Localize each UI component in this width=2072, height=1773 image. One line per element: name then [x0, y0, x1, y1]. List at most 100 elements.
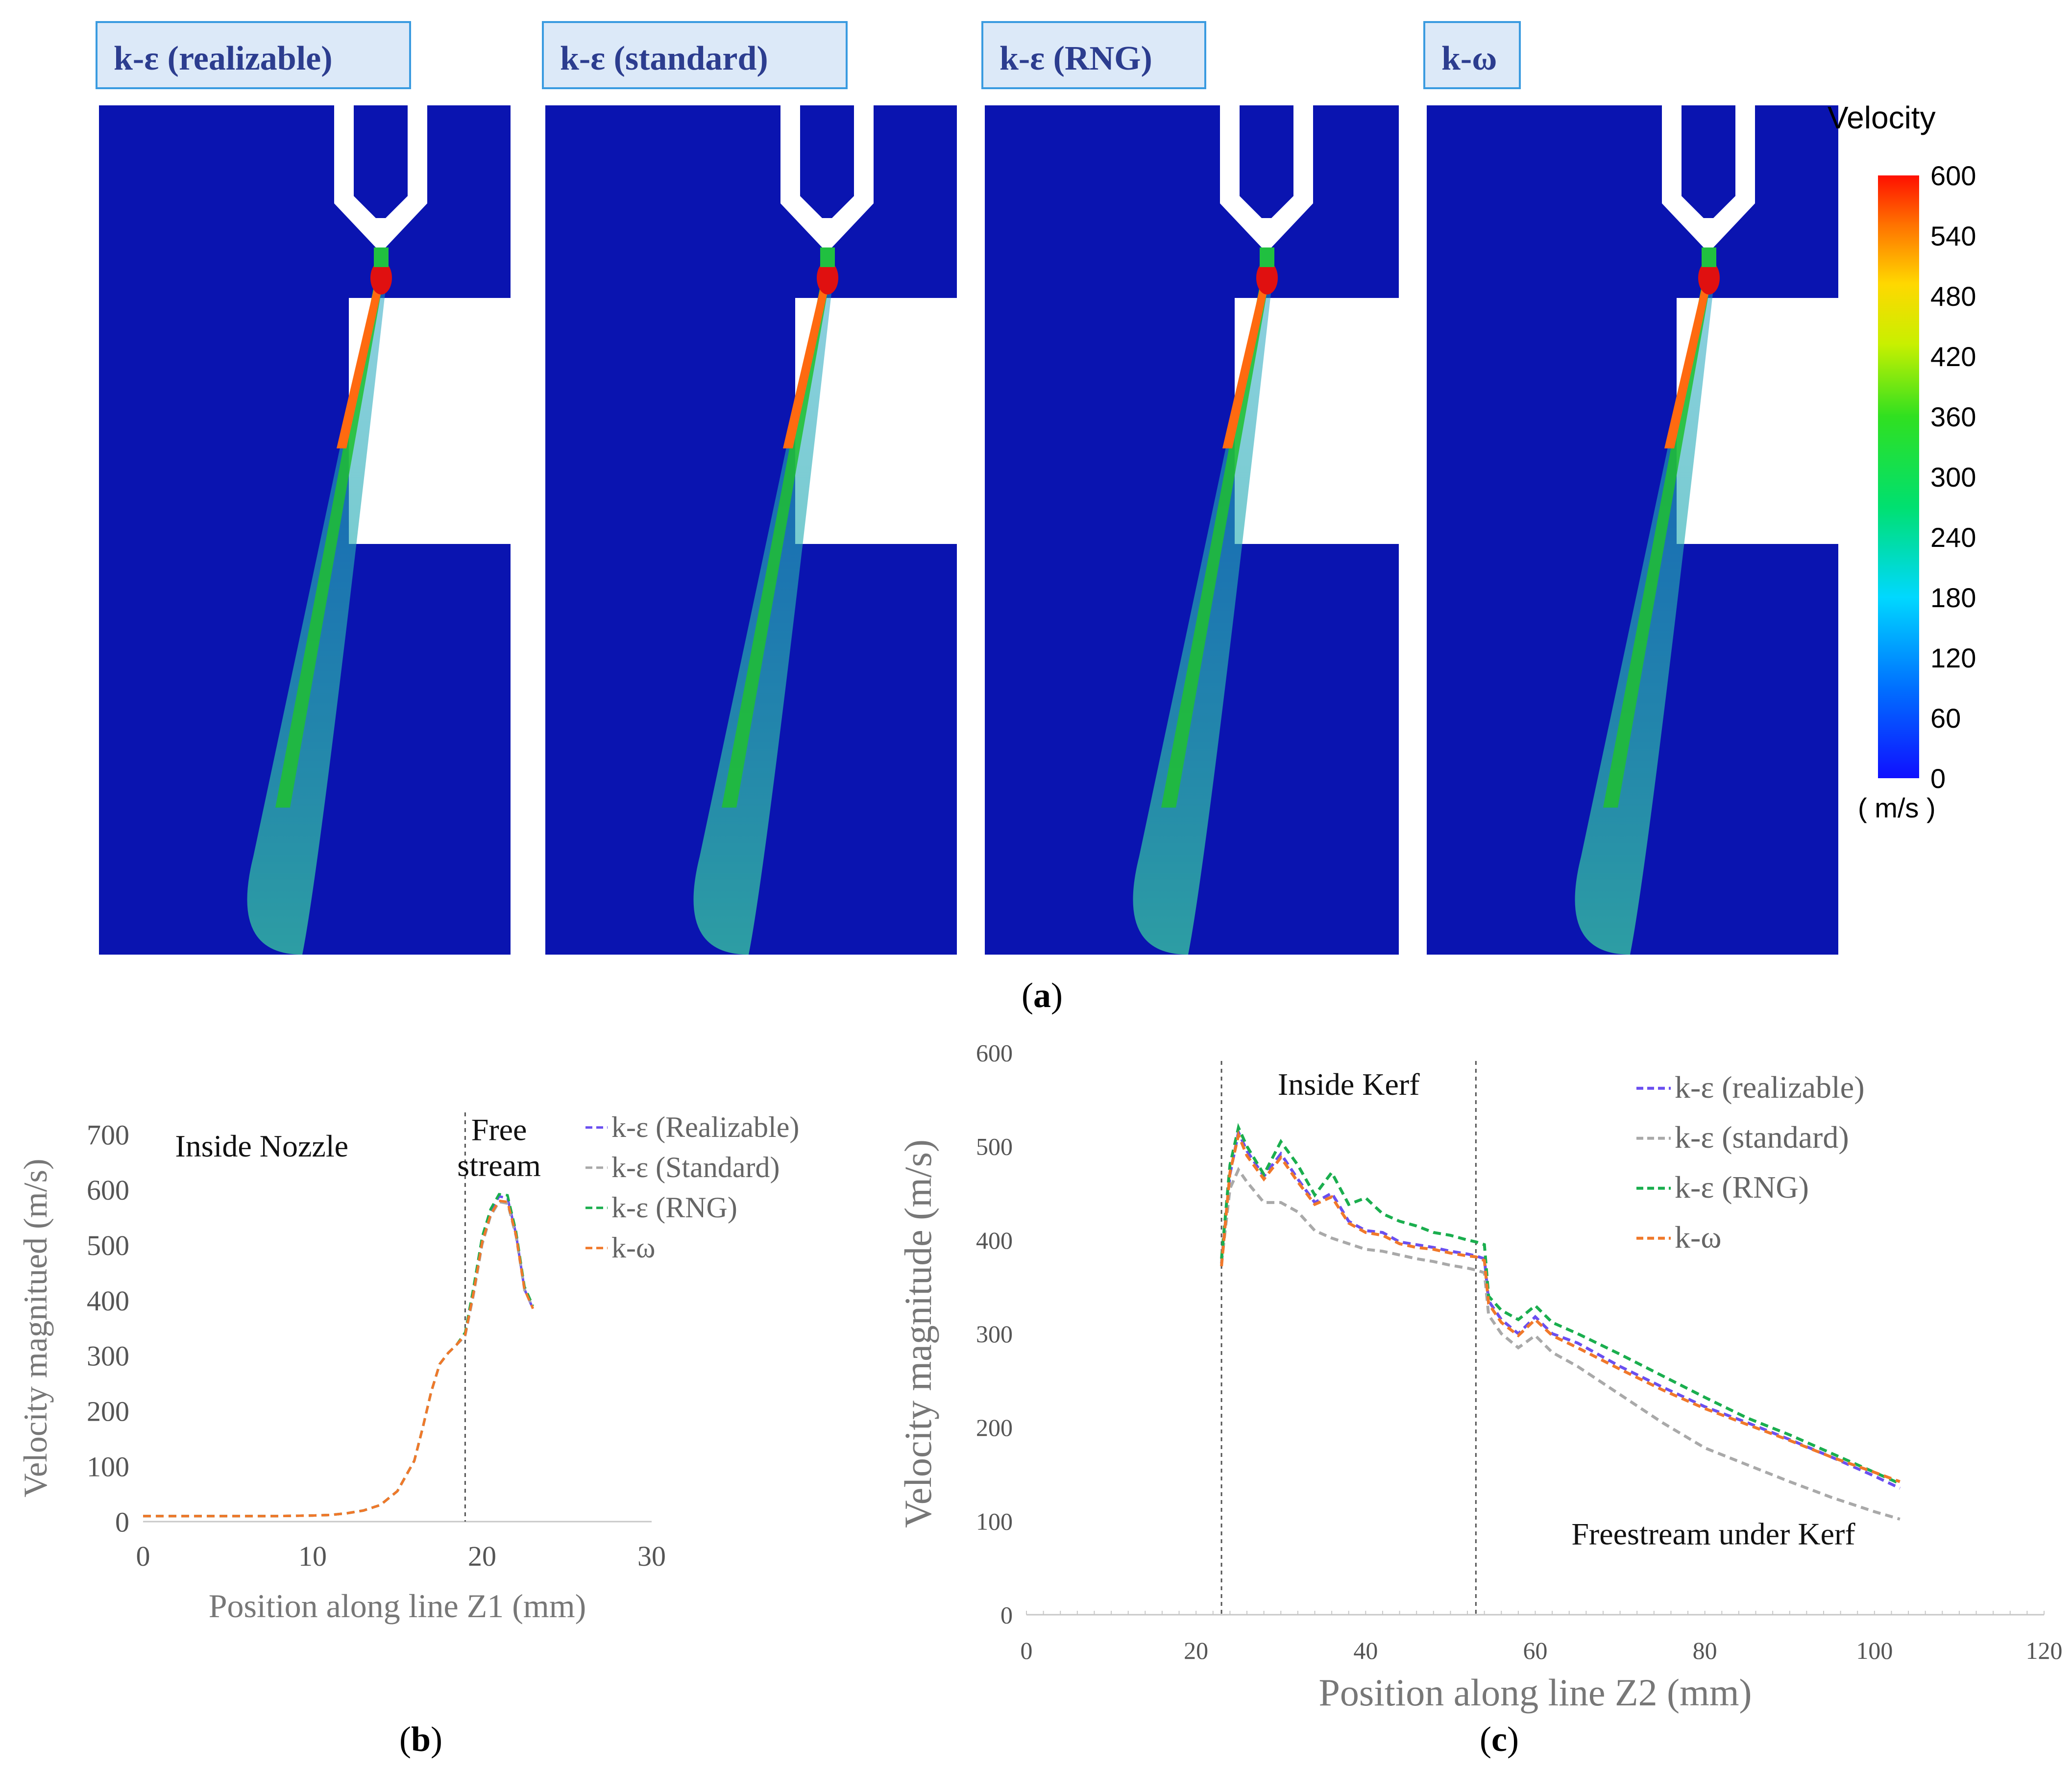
y-tick-label: 100 — [87, 1451, 129, 1482]
colorbar-tick-label: 300 — [1930, 462, 1976, 492]
contour-panel: k-ε (standard) — [542, 21, 957, 955]
y-tick-label: 300 — [87, 1340, 129, 1372]
colorbar-tick-label: 120 — [1930, 642, 1976, 673]
chart-annotation: Inside Nozzle — [175, 1129, 348, 1163]
y-tick-label: 400 — [976, 1227, 1013, 1254]
y-axis-title: Velocity magnitued (m/s) — [17, 1158, 54, 1497]
colorbar-tick-label: 0 — [1930, 763, 1946, 794]
chart-annotation: Inside Kerf — [1278, 1067, 1420, 1102]
x-tick-label: 20 — [468, 1540, 496, 1572]
y-tick-label: 500 — [976, 1133, 1013, 1160]
y-tick-label: 300 — [976, 1320, 1013, 1348]
legend-label: k-ε (Realizable) — [611, 1111, 799, 1143]
colorbar-tick-label: 420 — [1930, 341, 1976, 372]
colorbar-tick-label: 60 — [1930, 703, 1961, 734]
colorbar-gradient — [1878, 175, 1919, 778]
contour-title-box — [96, 21, 411, 89]
jet-throat-peak — [1698, 261, 1720, 295]
jet-throat — [1702, 247, 1716, 267]
x-tick-label: 0 — [136, 1540, 150, 1572]
contour-title: k-ε (standard) — [560, 40, 768, 77]
nozzle-wall — [780, 105, 874, 247]
x-tick-label: 30 — [637, 1540, 666, 1572]
legend-label: k-ε (RNG) — [1675, 1170, 1809, 1205]
y-tick-label: 400 — [87, 1285, 129, 1317]
chart-annotation: Free — [471, 1112, 527, 1147]
nozzle-wall — [1662, 105, 1755, 247]
contour-title-box — [542, 21, 848, 89]
legend-label: k-ε (standard) — [1675, 1120, 1849, 1155]
x-tick-label: 80 — [1693, 1637, 1717, 1664]
jet-core — [1161, 262, 1272, 808]
y-tick-label: 100 — [976, 1507, 1013, 1535]
y-tick-label: 500 — [87, 1230, 129, 1261]
y-tick-label: 0 — [1000, 1601, 1013, 1629]
contour-title-box — [981, 21, 1206, 89]
jet-high-velocity — [1664, 272, 1713, 448]
contour-figure: k-ε (realizable) k-ε (standard) k-ε (RNG) k… — [96, 21, 1976, 955]
jet-core — [722, 262, 833, 808]
jet-high-velocity — [337, 272, 386, 448]
jet-throat-peak — [1256, 261, 1278, 295]
y-axis-title: Velocity magnitude (m/s) — [897, 1139, 939, 1528]
y-tick-label: 200 — [976, 1414, 1013, 1441]
panel-label-b: (b) — [399, 1720, 443, 1759]
nozzle-wall — [1220, 105, 1313, 247]
series-line — [1220, 1166, 1901, 1521]
jet-high-velocity — [1222, 272, 1271, 448]
x-axis-title: Position along line Z2 (mm) — [1319, 1671, 1752, 1714]
colorbar-tick-label: 480 — [1930, 281, 1976, 312]
jet-high-velocity — [783, 272, 832, 448]
x-tick-label: 60 — [1523, 1637, 1548, 1664]
chart-annotation: stream — [457, 1148, 541, 1183]
jet-throat — [374, 247, 389, 267]
legend-label: k-ω — [611, 1231, 655, 1264]
series-line — [1220, 1127, 1901, 1490]
legend-label: k-ω — [1675, 1220, 1721, 1255]
x-tick-label: 0 — [1021, 1637, 1033, 1664]
y-tick-label: 700 — [87, 1119, 129, 1151]
colorbar-tick-label: 360 — [1930, 401, 1976, 432]
series-line — [143, 1199, 535, 1518]
legend-label: k-ε (Standard) — [611, 1151, 780, 1183]
jet-throat — [1260, 247, 1274, 267]
legend-label: k-ε (realizable) — [1675, 1070, 1865, 1105]
colorbar-unit: ( m/s ) — [1858, 792, 1936, 823]
x-tick-label: 120 — [2026, 1637, 2063, 1664]
x-tick-label: 20 — [1184, 1637, 1208, 1664]
contour-title: k-ε (realizable) — [114, 40, 333, 77]
colorbar-title: Velocity — [1828, 100, 1936, 135]
contour-panel: k-ω — [1423, 21, 1838, 955]
series-line — [1220, 1130, 1901, 1483]
jet-throat-peak — [817, 261, 838, 295]
contour-title: k-ω — [1441, 40, 1497, 77]
jet-core — [275, 262, 387, 808]
colorbar-tick-label: 240 — [1930, 522, 1976, 553]
y-tick-label: 0 — [115, 1506, 129, 1538]
series-line — [1220, 1123, 1901, 1485]
colorbar-tick-label: 540 — [1930, 221, 1976, 251]
contour-title-box — [1423, 21, 1521, 89]
y-tick-label: 600 — [976, 1039, 1013, 1067]
jet-throat — [820, 247, 835, 267]
panel-label-a: (a) — [1022, 976, 1063, 1015]
x-tick-label: 100 — [1856, 1637, 1893, 1664]
contour-panel: k-ε (RNG) — [981, 21, 1399, 955]
panel-label-c: (c) — [1480, 1720, 1519, 1759]
x-axis-title: Position along line Z1 (mm) — [209, 1587, 586, 1625]
colorbar: Velocity 600540480420360300240180120600 … — [1828, 100, 1976, 823]
nozzle-wall — [334, 105, 427, 247]
x-tick-label: 40 — [1353, 1637, 1378, 1664]
contour-panel: k-ε (realizable) — [96, 21, 511, 955]
y-tick-label: 600 — [87, 1174, 129, 1206]
legend-label: k-ε (RNG) — [611, 1191, 737, 1224]
chart-annotation: Freestream under Kerf — [1571, 1517, 1855, 1551]
colorbar-tick-label: 600 — [1930, 160, 1976, 191]
colorbar-tick-label: 180 — [1930, 582, 1976, 613]
y-tick-label: 200 — [87, 1396, 129, 1428]
jet-throat-peak — [370, 261, 392, 295]
jet-core — [1603, 262, 1714, 808]
x-tick-label: 10 — [298, 1540, 327, 1572]
